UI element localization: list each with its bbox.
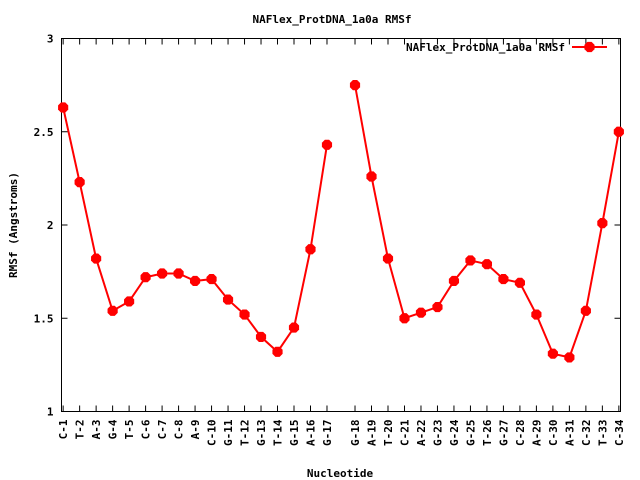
data-point	[432, 301, 443, 313]
y-tick-label: 1	[47, 406, 54, 419]
data-point	[448, 275, 460, 287]
data-point	[366, 171, 377, 182]
x-tick-label: A-22	[415, 420, 428, 447]
x-tick-label: C-32	[580, 420, 593, 447]
x-tick-label: G-4	[107, 419, 120, 439]
x-tick-label: G-27	[497, 420, 510, 447]
x-tick-label: A-29	[530, 420, 543, 447]
data-point	[580, 305, 591, 316]
series-line	[354, 84, 620, 359]
x-axis-label: Nucleotide	[307, 467, 374, 480]
x-tick-label: A-31	[563, 419, 576, 446]
data-point	[415, 307, 427, 318]
data-point	[140, 272, 151, 283]
data-point	[272, 346, 283, 357]
data-point	[239, 309, 250, 320]
x-tick-label: A-9	[189, 420, 202, 440]
data-point	[206, 274, 217, 285]
y-axis-label: RMSf (Angstroms)	[7, 172, 20, 278]
plot-frame	[61, 38, 621, 412]
data-point	[514, 277, 525, 288]
x-tick-label: C-1	[57, 419, 70, 439]
data-point	[597, 218, 608, 229]
data-point	[382, 253, 394, 264]
x-tick-label: T-20	[382, 420, 395, 447]
x-tick-label: T-14	[272, 419, 285, 446]
data-point	[222, 294, 234, 305]
x-tick-label: A-19	[366, 420, 379, 447]
x-tick-label: T-5	[123, 420, 136, 440]
x-tick-label: C-7	[156, 420, 169, 440]
data-point	[564, 352, 575, 363]
x-tick-label: T-2	[74, 420, 87, 440]
data-point	[399, 313, 410, 324]
data-point	[74, 177, 85, 188]
x-tick-label: A-16	[304, 419, 317, 446]
x-tick-label: G-11	[222, 419, 235, 446]
data-point	[613, 126, 624, 137]
series-layer	[58, 80, 624, 363]
data-point	[465, 255, 476, 266]
x-tick-label: T-26	[481, 419, 494, 446]
x-tick-label: C-30	[547, 420, 560, 447]
x-tick-label: G-23	[431, 420, 444, 447]
x-tick-label: G-25	[464, 420, 477, 447]
x-tick-label: C-8	[173, 420, 186, 440]
x-tick-label: C-10	[206, 420, 219, 447]
data-point	[91, 253, 102, 264]
x-tick-label: G-13	[255, 420, 268, 447]
data-point	[481, 259, 493, 270]
y-tick-label: 2	[47, 219, 54, 232]
data-point	[58, 102, 69, 113]
x-tick-label: T-12	[239, 420, 252, 447]
x-tick-label: C-34	[613, 419, 626, 446]
data-point	[124, 296, 135, 307]
x-tick-label: G-24	[448, 419, 461, 446]
data-point	[255, 331, 267, 342]
data-point	[288, 322, 300, 333]
data-point	[157, 268, 168, 279]
legend-marker	[584, 41, 595, 53]
data-point	[531, 309, 542, 320]
chart-title: NAFlex_ProtDNA_1a0a RMSf	[253, 13, 412, 26]
data-point	[173, 268, 184, 279]
data-point	[305, 244, 316, 255]
legend-label: NAFlex_ProtDNA_1a0a RMSf	[406, 41, 565, 54]
x-tick-label: G-18	[349, 420, 362, 447]
y-tick-label: 1.5	[34, 312, 54, 325]
x-tick-label: C-6	[140, 419, 153, 439]
data-point	[349, 80, 361, 91]
x-tick-label: G-15	[288, 420, 301, 447]
data-point	[189, 275, 201, 287]
y-tick-label: 3	[47, 33, 54, 46]
y-axis: 1 1.5 2 2.5 3	[34, 33, 621, 419]
y-tick-label: 2.5	[34, 126, 54, 139]
x-tick-label: G-17	[321, 420, 334, 447]
x-tick-label: A-3	[90, 420, 103, 440]
data-point	[498, 274, 509, 285]
x-axis: C-1 T-2 A-3 G-4 T-5 C-6 C-7 C-8 A-9 C-10 G-11 T-12 G…	[57, 38, 626, 447]
x-tick-label: T-33	[596, 420, 609, 447]
legend: NAFlex_ProtDNA_1a0a RMSf	[406, 41, 607, 54]
series-line	[62, 107, 328, 354]
data-point	[321, 139, 333, 150]
x-tick-label: C-28	[514, 420, 527, 447]
data-point	[547, 348, 558, 359]
x-tick-label: C-21	[398, 419, 411, 446]
data-point	[107, 305, 118, 316]
